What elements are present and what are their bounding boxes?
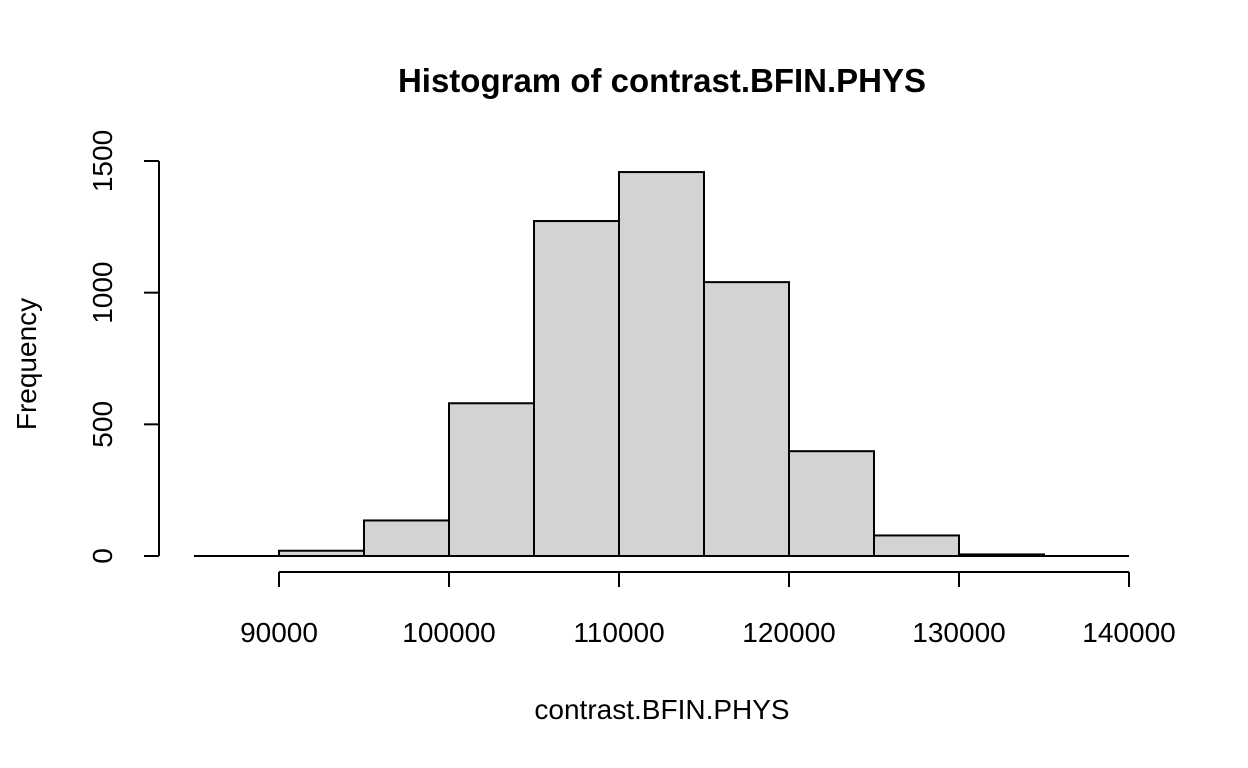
histogram-bar (363, 519, 450, 558)
y-tick-label: 1000 (87, 262, 118, 324)
x-tick-label: 140000 (1082, 617, 1175, 648)
y-axis: 0 500 1000 1500 (87, 130, 160, 564)
x-axis: 90000 100000 110000 120000 130000 140000 (240, 571, 1176, 648)
y-tick-label: 500 (87, 401, 118, 448)
x-tick-label: 120000 (742, 617, 835, 648)
x-axis-label: contrast.BFIN.PHYS (534, 694, 789, 725)
histogram-bar (958, 553, 1045, 557)
histogram-bar (533, 220, 620, 557)
x-tick-label: 110000 (573, 617, 664, 648)
y-axis-label: Frequency (11, 298, 42, 430)
histogram-bar (448, 402, 535, 557)
bars-group (194, 171, 1129, 558)
histogram-bar (703, 281, 790, 557)
y-tick-label: 0 (87, 548, 118, 564)
histogram-bar (618, 171, 705, 557)
x-tick-label: 90000 (240, 617, 318, 648)
x-tick-label: 130000 (912, 617, 1005, 648)
histogram-bar (873, 534, 960, 558)
histogram-bar (788, 450, 875, 557)
chart-title: Histogram of contrast.BFIN.PHYS (398, 62, 926, 99)
x-tick-label: 100000 (402, 617, 495, 648)
y-tick-label: 1500 (87, 130, 118, 192)
histogram-bar (278, 549, 365, 558)
